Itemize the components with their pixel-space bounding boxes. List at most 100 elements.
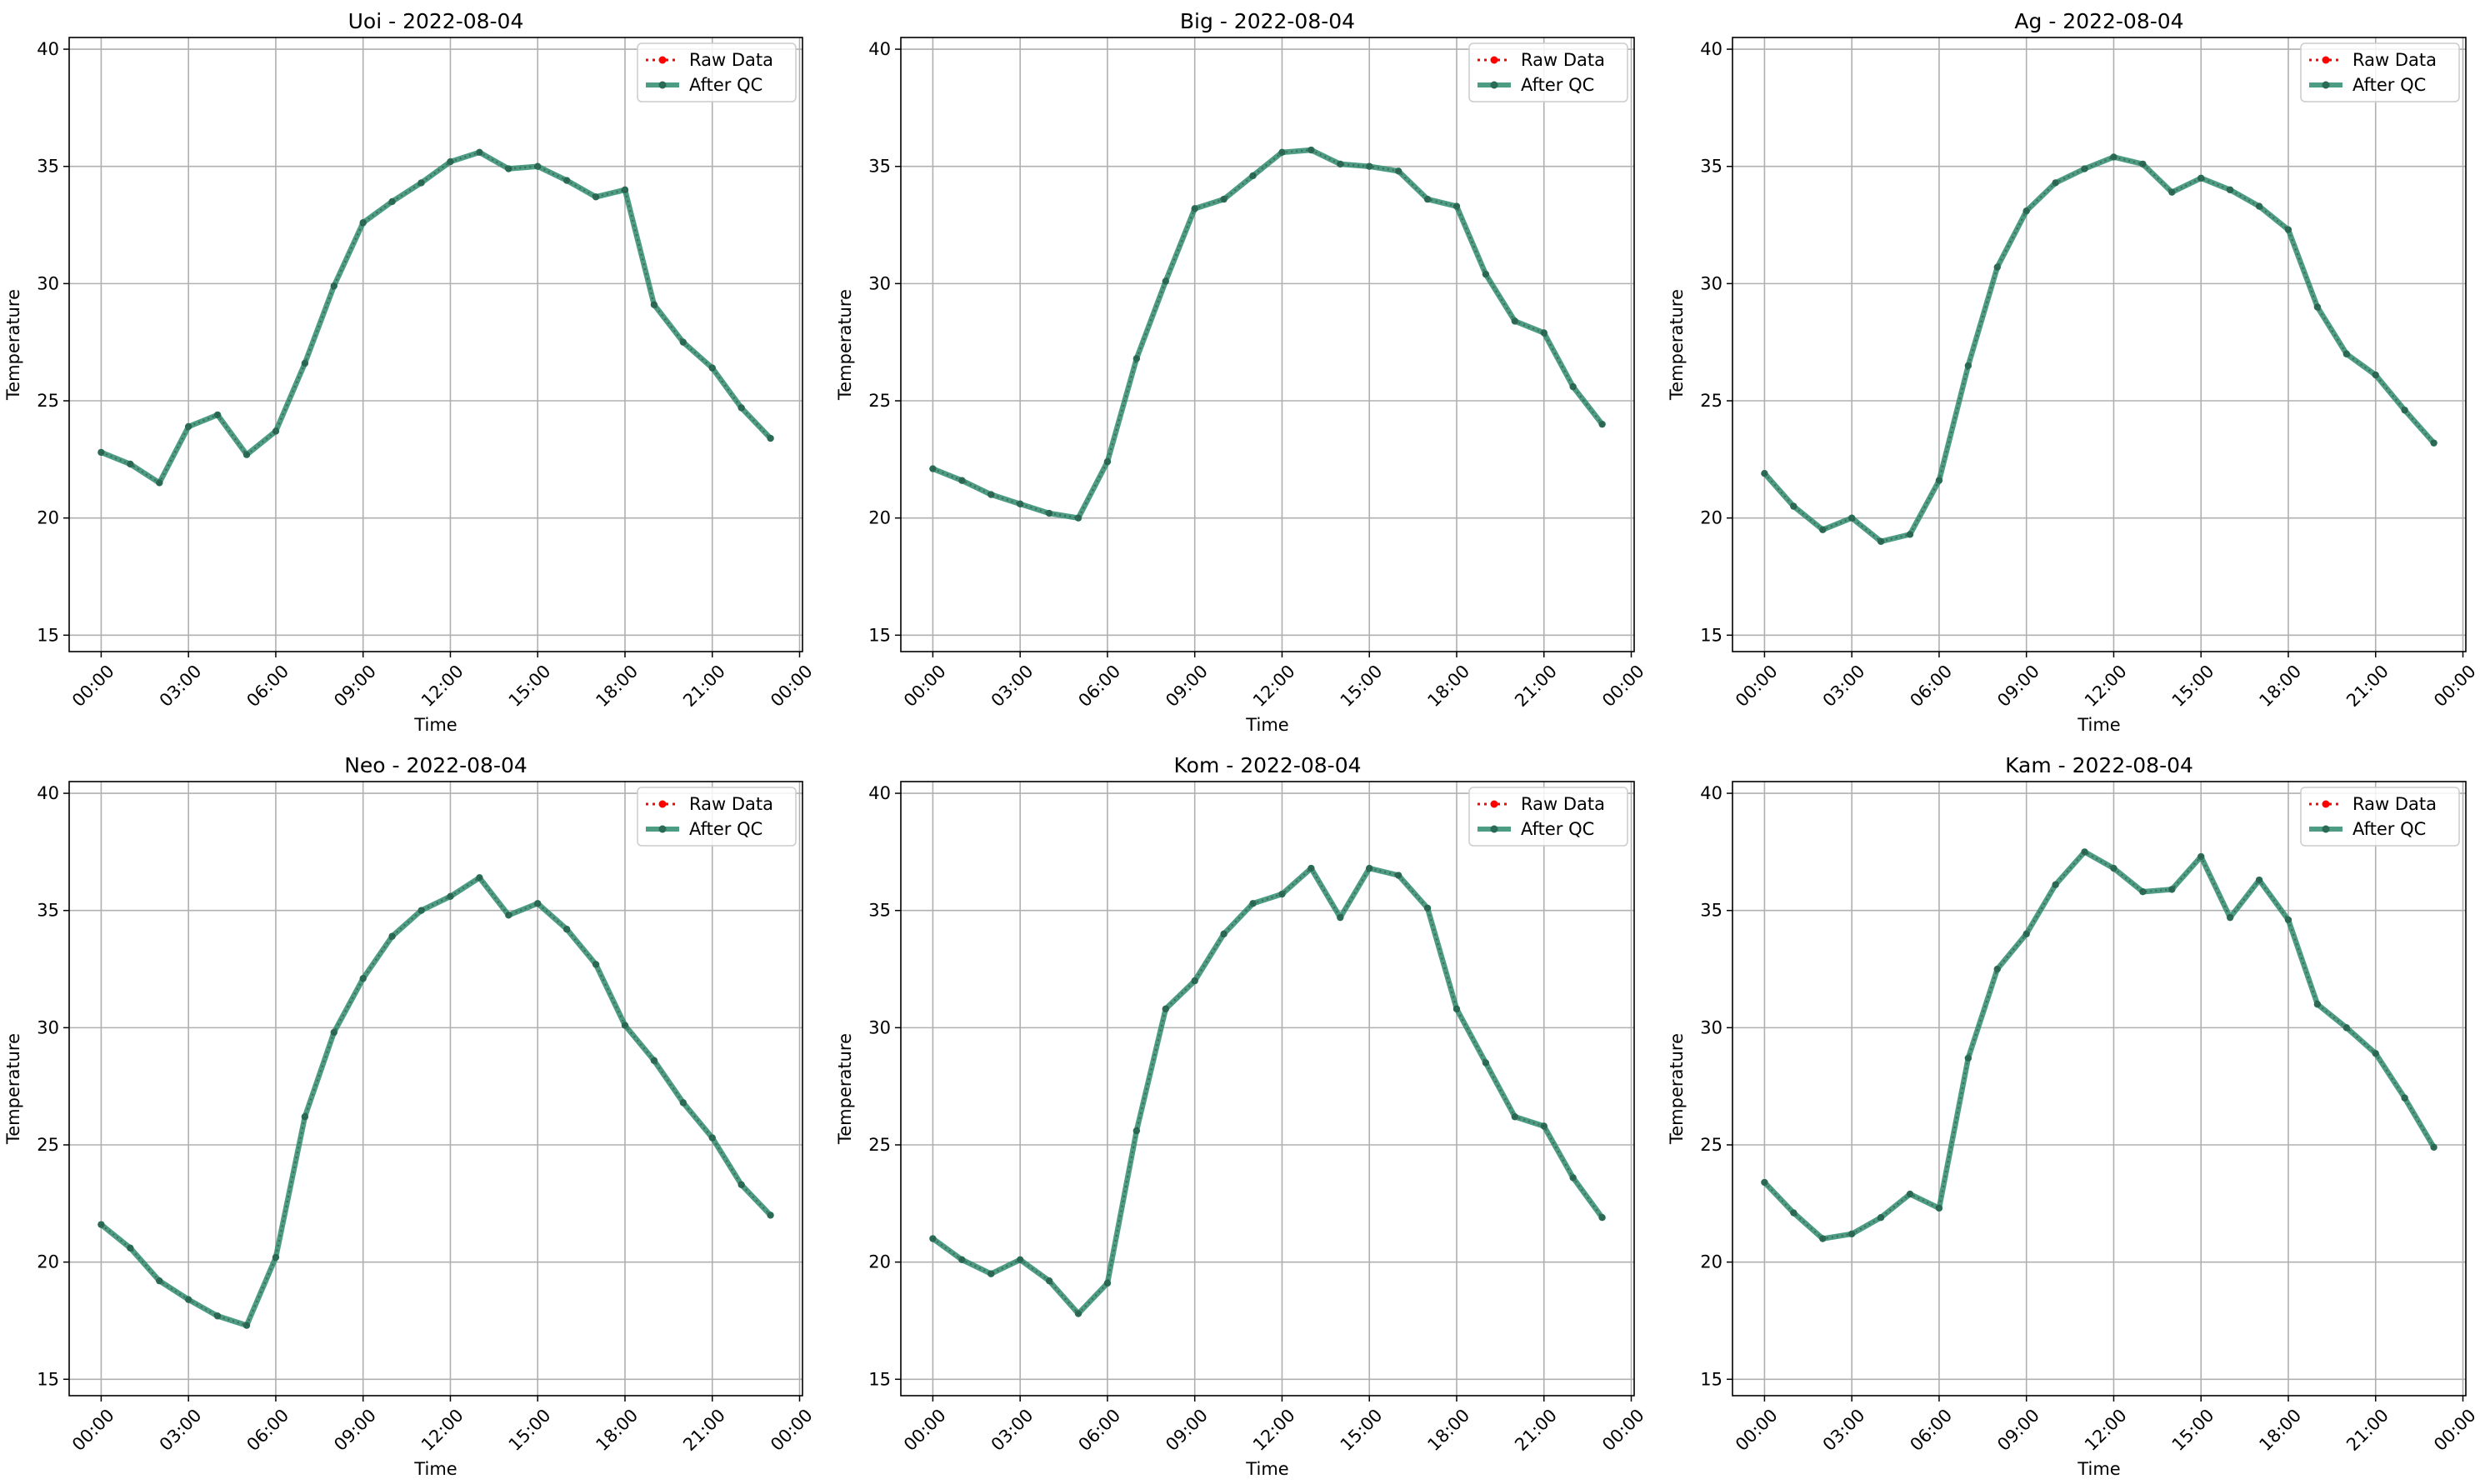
after-qc-point bbox=[1366, 162, 1373, 170]
y-tick-label: 30 bbox=[868, 1017, 891, 1037]
y-tick-label: 40 bbox=[37, 783, 59, 803]
after-qc-point bbox=[1191, 977, 1198, 985]
x-tick-label: 15:00 bbox=[2168, 1405, 2218, 1455]
y-tick-label: 30 bbox=[37, 273, 59, 293]
legend-raw-marker bbox=[2322, 56, 2330, 64]
x-tick-label: 15:00 bbox=[1337, 661, 1387, 711]
after-qc-point bbox=[1569, 382, 1577, 391]
x-tick-label: 00:00 bbox=[900, 1405, 950, 1455]
series-after-qc-line bbox=[932, 147, 1605, 521]
x-tick-label: 09:00 bbox=[330, 1405, 380, 1455]
after-qc-point bbox=[2110, 153, 2118, 161]
after-qc-point bbox=[127, 1244, 134, 1252]
after-qc-point bbox=[988, 1270, 995, 1277]
y-tick-label: 15 bbox=[868, 1369, 891, 1389]
y-tick-label: 30 bbox=[37, 1017, 59, 1037]
x-tick-label: 09:00 bbox=[1162, 1405, 1212, 1455]
after-qc-point bbox=[2255, 202, 2263, 210]
after-qc-point bbox=[359, 219, 367, 227]
after-qc-point bbox=[1162, 277, 1169, 285]
x-tick-label: 09:00 bbox=[1993, 1405, 2043, 1455]
after-qc-point bbox=[213, 1312, 222, 1320]
axes-frame bbox=[900, 37, 1635, 652]
y-tick-label: 25 bbox=[37, 391, 59, 411]
axes-frame bbox=[68, 37, 803, 652]
legend-raw-label: Raw Data bbox=[689, 794, 773, 814]
x-tick-label: 00:00 bbox=[2430, 661, 2480, 711]
x-tick-label: 18:00 bbox=[2255, 661, 2305, 711]
legend: Raw Data After QC bbox=[2300, 42, 2460, 102]
legend: Raw Data After QC bbox=[637, 42, 797, 102]
x-tick-label: 06:00 bbox=[1906, 1405, 1956, 1455]
legend-qc-label: After QC bbox=[2352, 75, 2426, 95]
x-tick-label: 12:00 bbox=[1249, 661, 1299, 711]
after-qc-point bbox=[242, 1322, 251, 1329]
y-tick-label: 20 bbox=[1700, 508, 1722, 528]
legend-qc-marker bbox=[658, 825, 667, 833]
y-axis-label: Temperature bbox=[3, 1033, 23, 1145]
y-tick-label: 15 bbox=[37, 625, 59, 645]
after-qc-point bbox=[1016, 500, 1024, 507]
y-tick-label: 15 bbox=[868, 625, 891, 645]
after-qc-point bbox=[1877, 1214, 1885, 1222]
subplot-1: 00:00 03:00 06:00 09:00 12:00 15:00 18:00 21:00… bbox=[3, 9, 817, 735]
x-axis-label: Time bbox=[413, 1459, 457, 1479]
y-tick-label: 35 bbox=[868, 157, 891, 177]
y-axis-label: Temperature bbox=[1667, 1033, 1687, 1145]
legend: Raw Data After QC bbox=[1468, 42, 1628, 102]
legend-raw-label: Raw Data bbox=[689, 50, 773, 70]
legend-qc-label: After QC bbox=[2352, 819, 2426, 839]
legend-qc-label: After QC bbox=[1521, 75, 1594, 95]
legend-raw-marker bbox=[1490, 800, 1498, 808]
after-qc-point bbox=[1540, 329, 1548, 337]
x-tick-label: 00:00 bbox=[1598, 661, 1648, 711]
after-qc-point bbox=[1993, 263, 2001, 271]
legend-qc-label: After QC bbox=[689, 819, 762, 839]
after-qc-point bbox=[2139, 160, 2147, 168]
after-qc-point bbox=[1394, 872, 1402, 879]
series-raw-data-line bbox=[101, 151, 772, 485]
y-tick-label: 15 bbox=[37, 1369, 59, 1389]
x-tick-label: 00:00 bbox=[68, 1405, 118, 1455]
series-after-qc-line bbox=[931, 865, 1605, 1317]
axes-frame bbox=[1732, 781, 2467, 1397]
x-tick-label: 06:00 bbox=[1074, 1405, 1124, 1455]
legend-qc-marker bbox=[2322, 825, 2330, 833]
after-qc-point bbox=[621, 186, 629, 194]
after-qc-point bbox=[1964, 362, 1972, 370]
x-tick-label: 18:00 bbox=[592, 661, 642, 711]
after-qc-point bbox=[1103, 1279, 1112, 1287]
legend-raw-label: Raw Data bbox=[1521, 50, 1605, 70]
axes-frame bbox=[900, 781, 1635, 1397]
x-tick-label: 09:00 bbox=[1162, 661, 1212, 711]
y-tick-label: 25 bbox=[37, 1135, 59, 1155]
y-axis-label: Temperature bbox=[835, 1033, 855, 1145]
x-tick-label: 00:00 bbox=[2430, 1405, 2480, 1455]
y-tick-label: 20 bbox=[1700, 1252, 1722, 1272]
y-tick-label: 25 bbox=[868, 1135, 891, 1155]
legend-qc-marker bbox=[2322, 81, 2330, 89]
x-tick-label: 06:00 bbox=[1906, 661, 1956, 711]
axes-frame bbox=[68, 781, 803, 1397]
after-qc-point bbox=[1790, 1209, 1798, 1217]
y-tick-label: 40 bbox=[1700, 783, 1722, 803]
x-tick-label: 00:00 bbox=[68, 661, 118, 711]
x-tick-label: 21:00 bbox=[679, 1405, 729, 1455]
subplot-6: 00:00 03:00 06:00 09:00 12:00 15:00 18:00 21:00… bbox=[1667, 753, 2480, 1479]
series-raw-data-line bbox=[1763, 156, 2435, 542]
y-tick-label: 40 bbox=[1700, 39, 1722, 59]
x-axis-label: Time bbox=[2077, 1459, 2120, 1479]
y-tick-label: 35 bbox=[37, 157, 59, 177]
after-qc-point bbox=[1132, 1127, 1141, 1135]
x-tick-label: 06:00 bbox=[242, 1405, 292, 1455]
after-qc-point bbox=[2430, 439, 2438, 447]
x-tick-label: 18:00 bbox=[592, 1405, 642, 1455]
x-tick-label: 21:00 bbox=[2342, 1405, 2392, 1455]
after-qc-point bbox=[738, 404, 745, 412]
legend-qc-label: After QC bbox=[1521, 819, 1594, 839]
after-qc-point bbox=[1423, 195, 1432, 203]
y-tick-label: 35 bbox=[868, 901, 891, 921]
legend-qc-marker bbox=[1490, 825, 1498, 833]
x-tick-label: 09:00 bbox=[1993, 661, 2043, 711]
